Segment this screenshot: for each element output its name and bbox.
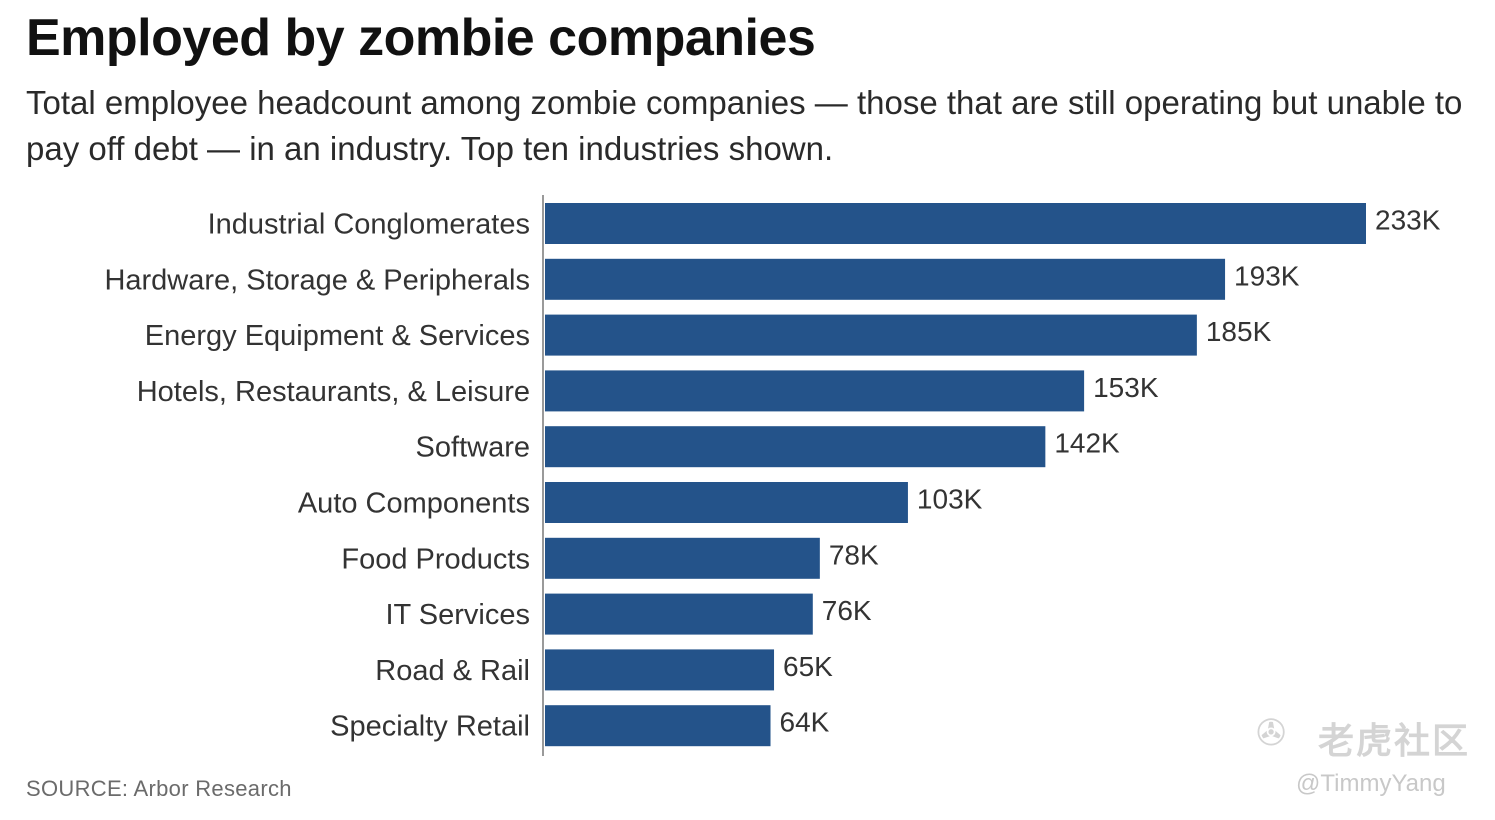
bar [545, 426, 1046, 468]
bar [545, 593, 813, 635]
category-label: Specialty Retail [330, 711, 530, 743]
value-label: 64K [780, 707, 830, 738]
watermark-handle: @TimmyYang [1296, 770, 1446, 797]
chart-title: Employed by zombie companies [26, 9, 816, 67]
value-label: 65K [783, 651, 833, 682]
chart-subtitle: Total employee headcount among zombie co… [26, 84, 1463, 167]
source-note: SOURCE: Arbor Research [26, 776, 292, 801]
value-label: 78K [829, 539, 879, 570]
bar [545, 705, 771, 747]
value-label: 153K [1093, 372, 1159, 403]
category-label: Industrial Conglomerates [208, 209, 530, 241]
category-label: Road & Rail [375, 655, 530, 687]
category-label: Hotels, Restaurants, & Leisure [137, 376, 530, 408]
tiger-community-logo-icon: ✇ [1256, 712, 1287, 753]
value-label: 193K [1234, 260, 1300, 291]
category-label: IT Services [385, 599, 530, 631]
value-label: 185K [1206, 316, 1272, 347]
bar-chart: Industrial Conglomerates 233K Hardware, St… [104, 195, 1441, 756]
bar [545, 203, 1366, 244]
category-label: Software [416, 432, 530, 464]
value-label: 142K [1054, 428, 1120, 459]
value-label: 103K [917, 484, 983, 515]
category-label: Food Products [341, 543, 530, 575]
bar [545, 537, 820, 579]
bar [545, 314, 1197, 356]
category-label: Auto Components [298, 488, 530, 520]
category-label: Energy Equipment & Services [145, 320, 530, 352]
bar [545, 649, 775, 691]
bar [545, 482, 908, 523]
bar [545, 370, 1085, 412]
category-label: Hardware, Storage & Peripherals [104, 264, 530, 296]
watermark-brand: 老虎社区 [1318, 720, 1471, 761]
value-label: 76K [822, 595, 872, 626]
bar [545, 258, 1226, 300]
value-label: 233K [1375, 205, 1441, 236]
